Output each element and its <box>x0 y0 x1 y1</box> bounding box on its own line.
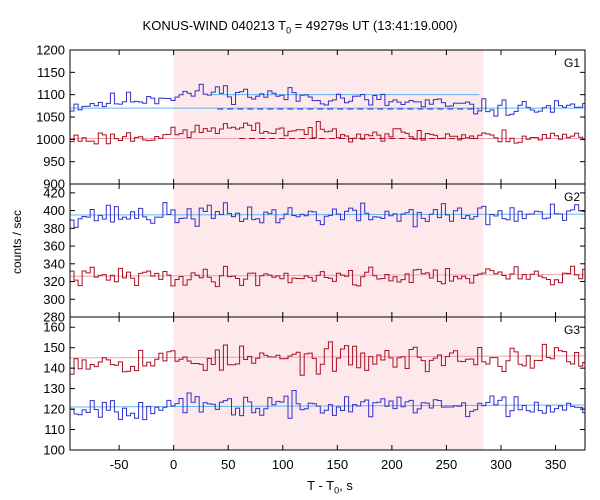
shaded-interval-G3 <box>173 317 484 450</box>
y-tick-label-G1: 1000 <box>36 132 65 147</box>
series-red-G3 <box>70 341 585 376</box>
shaded-interval-G1 <box>173 50 484 184</box>
y-axis-label: counts / sec <box>10 209 24 275</box>
y-tick-label-G3: 120 <box>43 402 65 417</box>
y-tick-label-G3: 130 <box>43 381 65 396</box>
xlabel-post: , s <box>339 478 353 493</box>
fit-line-G2-0 <box>69 213 586 216</box>
y-tick-label-G2: 280 <box>43 310 65 325</box>
series-blue-G1 <box>70 83 585 117</box>
y-tick-label-G2: 320 <box>43 274 65 289</box>
y-tick-label-G2: 420 <box>43 185 65 200</box>
title-pre: KONUS-WIND 040213 T <box>142 18 287 33</box>
panel-label-G3: G3 <box>564 323 580 337</box>
panel-label-G2: G2 <box>564 190 580 204</box>
xlabel-pre: T - T <box>307 478 335 493</box>
title-sub: 0 <box>286 25 292 36</box>
y-tick-label-G1: 950 <box>43 154 65 169</box>
y-tick-label-G1: 1200 <box>36 43 65 58</box>
shaded-interval-G2 <box>173 184 484 317</box>
y-tick-label-G1: 1150 <box>37 65 65 80</box>
y-tick-label-G2: 340 <box>43 256 65 271</box>
y-tick-label-G3: 160 <box>43 320 65 335</box>
y-tick-label-G3: 110 <box>44 422 65 437</box>
y-tick-label-G2: 380 <box>43 221 65 236</box>
y-tick-label-G3: 150 <box>43 340 65 355</box>
panel-label-G1: G1 <box>564 56 580 70</box>
y-tick-label-G2: 360 <box>43 239 65 254</box>
x-axis-label: T - T0, s <box>0 478 600 496</box>
y-tick-label-G3: 100 <box>43 443 65 458</box>
x-tick-label: 300 <box>490 457 512 472</box>
y-tick-label-G2: 300 <box>43 292 65 307</box>
y-tick-label-G1: 900 <box>43 177 65 192</box>
chart-title: KONUS-WIND 040213 T0 = 49279s UT (13:41:… <box>0 18 600 36</box>
y-tick-label-G1: 1100 <box>37 87 65 102</box>
x-tick-label: 150 <box>326 457 348 472</box>
panel-frame-G3 <box>69 316 586 451</box>
x-tick-label: 0 <box>170 457 177 472</box>
x-tick-label: 250 <box>436 457 458 472</box>
x-tick-label: 200 <box>381 457 403 472</box>
x-tick-label: 100 <box>272 457 294 472</box>
y-tick-label-G2: 400 <box>43 203 65 218</box>
x-tick-label: 350 <box>545 457 567 472</box>
y-tick-label-G3: 140 <box>43 361 65 376</box>
y-tick-label-G1: 1050 <box>36 110 65 125</box>
fit-line-G2-1 <box>69 273 586 277</box>
series-blue-G2 <box>70 202 585 228</box>
title-post: = 49279s UT (13:41:19.000) <box>291 18 458 33</box>
xlabel-sub: 0 <box>334 485 340 496</box>
fit-line-G3-0 <box>69 355 586 359</box>
fit-line-G3-1 <box>69 404 586 408</box>
series-red-G1 <box>70 121 585 145</box>
series-red-G2 <box>70 265 585 288</box>
series-blue-G3 <box>70 390 585 421</box>
x-tick-label: 50 <box>221 457 235 472</box>
x-tick-label: -50 <box>110 457 129 472</box>
